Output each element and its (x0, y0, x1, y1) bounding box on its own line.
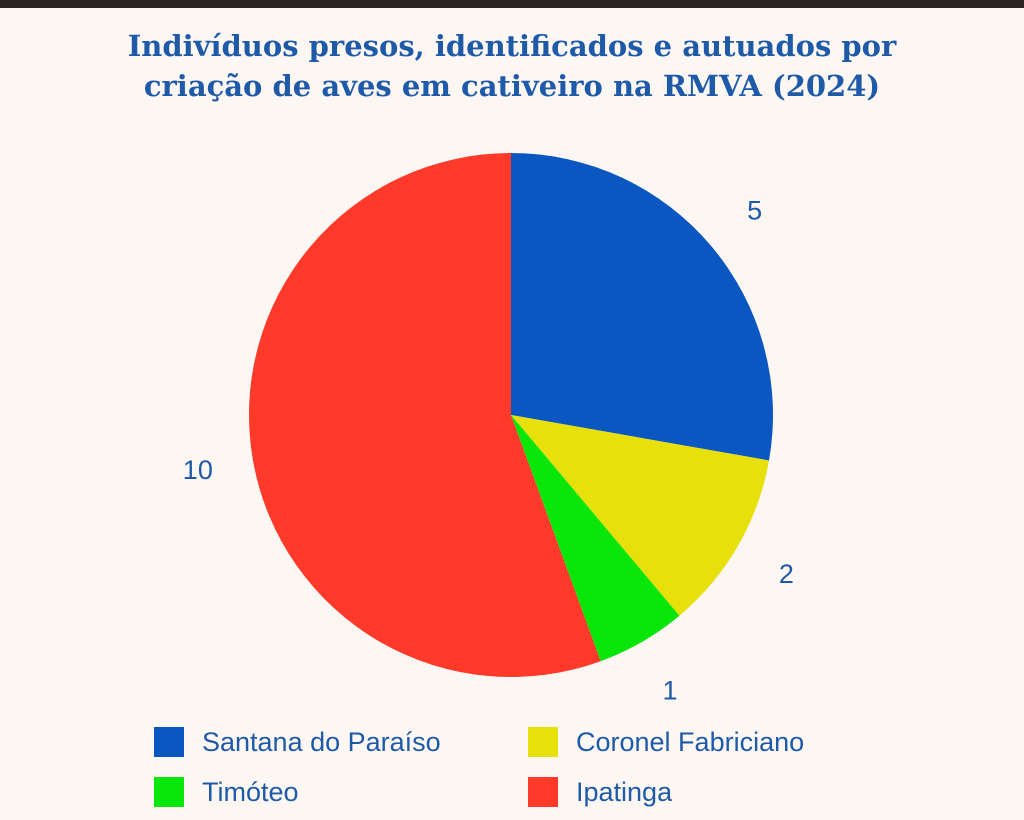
legend-item-timoteo: Timóteo (154, 775, 299, 809)
legend-item-santana-do-paraiso: Santana do Paraíso (154, 725, 441, 759)
top-border (0, 0, 1024, 8)
pie-value-label-santana-do-paraiso: 5 (747, 196, 762, 226)
legend-label-santana-do-paraiso: Santana do Paraíso (202, 726, 441, 757)
legend-label-ipatinga: Ipatinga (576, 776, 673, 807)
pie-slice-santana-do-paraiso (511, 153, 774, 461)
pie-value-labels: 5 2 1 10 (183, 196, 794, 700)
chart-title-line-1: Indivíduos presos, identificados e autua… (127, 29, 897, 63)
legend-swatch-timoteo (154, 777, 184, 807)
pie-value-label-ipatinga: 10 (183, 455, 213, 485)
legend-item-ipatinga: Ipatinga (528, 775, 672, 809)
pie-slice-ipatinga (248, 153, 601, 678)
legend-swatch-coronel-fabriciano (528, 727, 558, 757)
pie-value-label-timoteo: 1 (662, 675, 677, 700)
pie-value-label-coronel-fabriciano: 2 (779, 559, 794, 589)
legend-swatch-santana-do-paraiso (154, 727, 184, 757)
pie-slices (248, 153, 774, 678)
legend-item-coronel-fabriciano: Coronel Fabriciano (528, 725, 804, 759)
chart-title: Indivíduos presos, identificados e autua… (0, 26, 1024, 106)
legend-swatch-ipatinga (528, 777, 558, 807)
chart-title-line-2: criação de aves em cativeiro na RMVA (20… (143, 69, 881, 103)
legend-label-timoteo: Timóteo (202, 776, 299, 807)
pie-chart: 5 2 1 10 (183, 153, 794, 700)
legend-label-coronel-fabriciano: Coronel Fabriciano (576, 726, 805, 757)
pie-slice-timoteo (511, 415, 680, 662)
pie-slice-coronel-fabriciano (511, 415, 770, 616)
